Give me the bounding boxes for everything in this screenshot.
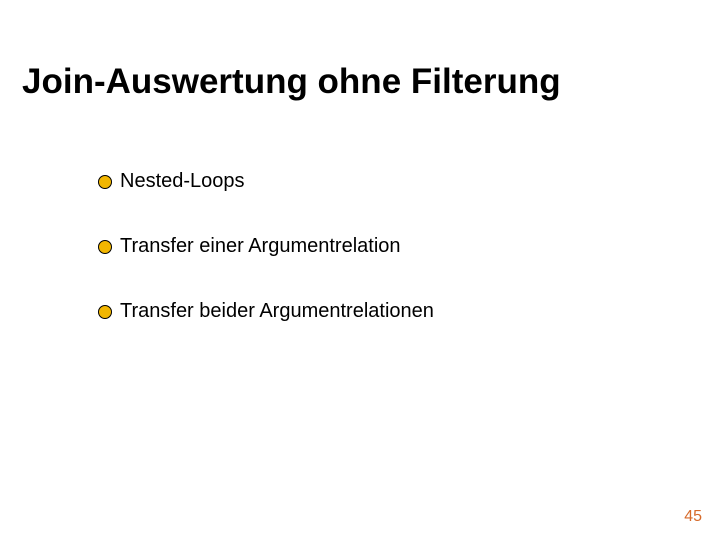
bullet-text: Nested-Loops xyxy=(120,170,245,193)
bullet-icon xyxy=(98,175,112,189)
list-item: Transfer einer Argumentrelation xyxy=(98,235,434,258)
bullet-text: Transfer beider Argumentrelationen xyxy=(120,300,434,323)
list-item: Transfer beider Argumentrelationen xyxy=(98,300,434,323)
bullet-icon xyxy=(98,240,112,254)
bullet-text: Transfer einer Argumentrelation xyxy=(120,235,401,258)
list-item: Nested-Loops xyxy=(98,170,434,193)
slide: Join-Auswertung ohne Filterung Nested-Lo… xyxy=(0,0,720,540)
bullet-icon xyxy=(98,305,112,319)
page-number: 45 xyxy=(684,508,702,526)
bullet-list: Nested-Loops Transfer einer Argumentrela… xyxy=(98,170,434,323)
slide-title: Join-Auswertung ohne Filterung xyxy=(22,62,561,102)
